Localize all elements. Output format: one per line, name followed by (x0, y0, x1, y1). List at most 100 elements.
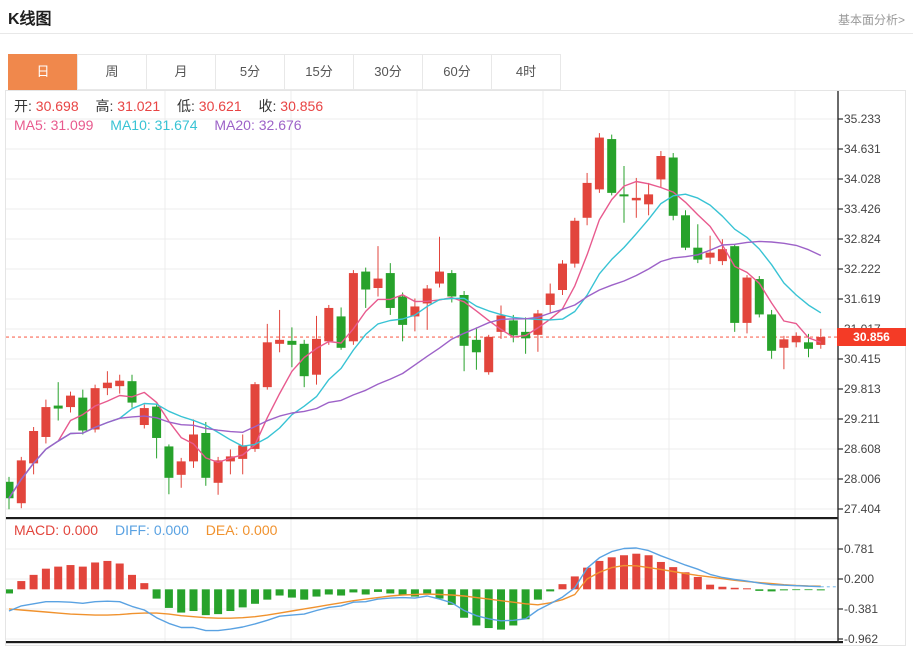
macd-histogram-bar (779, 589, 788, 591)
candle-body (275, 339, 285, 344)
tab-week[interactable]: 周 (77, 54, 147, 90)
macd-histogram-bar (337, 589, 346, 596)
candle-body (619, 194, 629, 197)
macd-histogram-bar (632, 553, 641, 590)
candle-body (435, 271, 444, 284)
tab-30min[interactable]: 30分 (353, 54, 423, 90)
macd-histogram-bar (41, 568, 50, 590)
low-value: 30.621 (198, 98, 242, 114)
candle-body (213, 460, 223, 483)
page-title: K线图 (8, 11, 52, 28)
candle-body (447, 273, 457, 297)
tab-4hour[interactable]: 4时 (491, 54, 561, 90)
macd-histogram-bar (410, 589, 419, 597)
macd-histogram-bar (275, 589, 284, 596)
candle-body (582, 182, 592, 218)
dea-value: 0.000 (242, 522, 278, 538)
tab-15min[interactable]: 15分 (284, 54, 354, 90)
macd-histogram-bar (287, 589, 296, 598)
candle-body (668, 157, 678, 216)
macd-histogram-bar (103, 560, 112, 590)
macd-header: MACD: 0.000 DIFF: 0.000 DEA: 0.000 (14, 522, 290, 538)
macd-histogram-bar (300, 589, 309, 600)
high-label: 高: (95, 98, 114, 114)
macd-label: MACD: (14, 522, 60, 538)
kline-chart-panel: 开: 30.698 高: 31.021 低: 30.621 收: 30.856 … (5, 90, 906, 646)
macd-axis-label: 0.200 (844, 572, 875, 586)
candle-body (533, 313, 543, 335)
candle-body (558, 263, 567, 291)
title-divider (0, 33, 913, 34)
macd-histogram-bar (386, 589, 395, 594)
tab-60min[interactable]: 60分 (422, 54, 492, 90)
candle-body (484, 336, 494, 373)
close-value: 30.856 (280, 98, 324, 114)
macd-histogram-bar (656, 561, 665, 590)
macd-histogram-bar (177, 589, 186, 613)
candle-body (804, 342, 813, 349)
macd-histogram-bar (54, 566, 63, 590)
candle-body (767, 314, 777, 351)
open-value: 30.698 (35, 98, 79, 114)
tab-month[interactable]: 月 (146, 54, 216, 90)
price-axis-label: 34.028 (844, 172, 881, 186)
open-label: 开: (14, 98, 32, 114)
tab-5min[interactable]: 5分 (215, 54, 285, 90)
macd-histogram-bar (214, 589, 223, 615)
price-axis-label: 29.211 (844, 412, 880, 426)
bottom-axis-line (6, 641, 843, 644)
candle-body (189, 434, 198, 462)
price-axis-label: 35.233 (844, 112, 881, 126)
macd-histogram-bar (558, 584, 567, 590)
macd-histogram-bar (91, 562, 100, 590)
ma20-label: MA20: (214, 117, 255, 133)
candle-body (201, 432, 211, 478)
candle-body (6, 481, 14, 499)
candle-body (287, 340, 297, 345)
candle-body (754, 279, 764, 315)
macd-histogram-bar (251, 589, 259, 604)
ohlc-header: 开: 30.698 高: 31.021 低: 30.621 收: 30.856 (14, 96, 336, 116)
tab-day[interactable]: 日 (8, 54, 78, 90)
dea-label: DEA: (205, 522, 239, 538)
candle-body (164, 446, 174, 478)
macd-histogram-bar (349, 589, 358, 593)
candle-body (644, 194, 654, 205)
fundamental-analysis-link[interactable]: 基本面分析> (837, 13, 905, 27)
ma5-value: 31.099 (50, 117, 94, 133)
diff-value: 0.000 (153, 522, 189, 538)
candle-body (29, 430, 39, 464)
macd-histogram-bar (755, 589, 764, 591)
macd-histogram-bar (804, 589, 813, 591)
candle-body (152, 406, 162, 438)
price-chart-area[interactable] (6, 91, 838, 518)
macd-histogram-bar (164, 589, 173, 608)
macd-histogram-bar (312, 589, 321, 597)
macd-histogram-bar (263, 589, 272, 600)
macd-histogram-bar (128, 574, 136, 590)
candle-body (730, 246, 740, 323)
candle-body (656, 156, 666, 180)
candle-body (496, 315, 506, 332)
candle-body (16, 460, 26, 504)
candle-body (127, 381, 137, 403)
macd-histogram-bar (730, 587, 739, 590)
candle-body (225, 456, 235, 462)
macd-histogram-bar (460, 589, 469, 618)
diff-line (8, 547, 821, 632)
candle-body (779, 339, 789, 348)
macd-histogram-bar (570, 576, 579, 590)
candle-body (176, 461, 186, 475)
price-axis-label: 31.619 (844, 292, 881, 306)
candle-body (422, 288, 432, 304)
candle-body (238, 445, 248, 459)
macd-histogram-bar (509, 589, 518, 626)
low-label: 低: (177, 98, 195, 114)
ma10-line (8, 193, 822, 499)
high-value: 31.021 (117, 98, 161, 114)
candle-body (66, 395, 75, 408)
macd-histogram-bar (201, 589, 210, 616)
candle-body (459, 294, 469, 346)
candle-body (299, 343, 309, 377)
